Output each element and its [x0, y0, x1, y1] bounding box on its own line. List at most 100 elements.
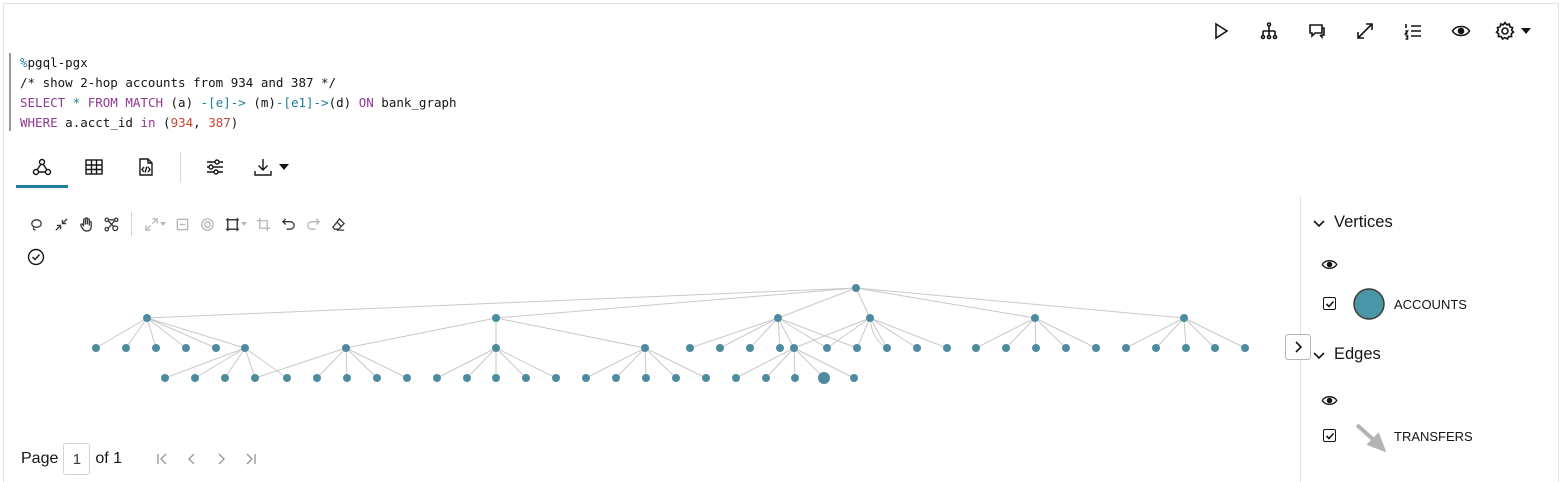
- graph-vertex[interactable]: [122, 344, 130, 352]
- graph-vertex[interactable]: [492, 314, 500, 322]
- graph-edge[interactable]: [735, 347, 795, 379]
- graph-vertex[interactable]: [283, 374, 291, 382]
- graph-vertex[interactable]: [251, 374, 259, 382]
- graph-vertex[interactable]: [791, 374, 799, 382]
- focus-tool[interactable]: [195, 214, 220, 234]
- graph-edge[interactable]: [244, 347, 288, 379]
- first-page-button[interactable]: [148, 449, 177, 469]
- graph-vertex[interactable]: [642, 374, 650, 382]
- graph-edge[interactable]: [1034, 317, 1097, 349]
- edges-section-toggle[interactable]: Edges: [1312, 345, 1381, 364]
- graph-edge[interactable]: [224, 347, 246, 379]
- graph-vertex[interactable]: [672, 374, 680, 382]
- expand-tool[interactable]: [139, 214, 164, 234]
- graph-vertex[interactable]: [1062, 344, 1070, 352]
- graph-edge[interactable]: [146, 317, 157, 349]
- accounts-checkbox[interactable]: [1323, 297, 1336, 310]
- graph-vertex[interactable]: [1032, 344, 1040, 352]
- graph-edge[interactable]: [793, 347, 825, 379]
- graph-vertex[interactable]: [433, 374, 441, 382]
- graph-edge[interactable]: [164, 347, 246, 379]
- graph-edge[interactable]: [975, 317, 1036, 349]
- graph-vertex[interactable]: [853, 344, 861, 352]
- page-number-input[interactable]: [63, 443, 91, 475]
- graph-edge[interactable]: [495, 287, 857, 319]
- graph-edge[interactable]: [856, 317, 871, 349]
- graph-edge[interactable]: [826, 317, 871, 349]
- graph-edge[interactable]: [855, 287, 1036, 319]
- graph-vertex[interactable]: [373, 374, 381, 382]
- graph-vertex[interactable]: [92, 344, 100, 352]
- graph-vertex[interactable]: [212, 344, 220, 352]
- prev-page-button[interactable]: [177, 449, 206, 469]
- graph-edge[interactable]: [1005, 317, 1036, 349]
- graph-edge[interactable]: [254, 347, 347, 379]
- collapse-tool[interactable]: [170, 214, 195, 234]
- graph-svg[interactable]: [0, 270, 1300, 400]
- code-editor[interactable]: %pgql-pgx /* show 2-hop accounts from 93…: [9, 53, 457, 131]
- graph-edge[interactable]: [869, 317, 948, 349]
- graph-edge[interactable]: [644, 347, 677, 379]
- graph-edge[interactable]: [1034, 317, 1067, 349]
- graph-vertex[interactable]: [732, 374, 740, 382]
- graph-vertex[interactable]: [492, 344, 500, 352]
- graph-edge[interactable]: [689, 317, 779, 349]
- graph-edge[interactable]: [146, 287, 857, 319]
- graph-edge[interactable]: [244, 347, 256, 379]
- graph-vertex[interactable]: [522, 374, 530, 382]
- graph-vertex[interactable]: [1180, 314, 1188, 322]
- frame-tool[interactable]: [220, 214, 245, 234]
- graph-edge[interactable]: [146, 317, 187, 349]
- graph-vertex[interactable]: [641, 344, 649, 352]
- graph-vertex[interactable]: [143, 314, 151, 322]
- graph-edge[interactable]: [146, 317, 246, 349]
- graph-edge[interactable]: [777, 317, 828, 349]
- graph-vertex[interactable]: [552, 374, 560, 382]
- graph-edge[interactable]: [793, 347, 855, 379]
- graph-vertex[interactable]: [1152, 344, 1160, 352]
- graph-vertex[interactable]: [1211, 344, 1219, 352]
- graph-edge[interactable]: [719, 317, 779, 349]
- graph-edge[interactable]: [1183, 317, 1246, 349]
- graph-vertex[interactable]: [463, 374, 471, 382]
- graph-vertex[interactable]: [943, 344, 951, 352]
- graph-vertex[interactable]: [1002, 344, 1010, 352]
- graph-edge[interactable]: [466, 347, 497, 379]
- graph-edge[interactable]: [1125, 317, 1185, 349]
- graph-vertex[interactable]: [1241, 344, 1249, 352]
- graph-vertex[interactable]: [972, 344, 980, 352]
- eraser-tool[interactable]: [326, 214, 351, 234]
- graph-vertex[interactable]: [1182, 344, 1190, 352]
- numbered-list-button[interactable]: [1389, 18, 1437, 44]
- graph-vertex[interactable]: [776, 344, 784, 352]
- graph-edge[interactable]: [345, 317, 497, 349]
- graph-vertex[interactable]: [850, 374, 858, 382]
- graph-vertex[interactable]: [612, 374, 620, 382]
- graph-vertex[interactable]: [746, 344, 754, 352]
- tab-code[interactable]: [120, 146, 172, 188]
- vertices-section-toggle[interactable]: Vertices: [1312, 213, 1393, 232]
- graph-edge[interactable]: [1183, 317, 1216, 349]
- graph-edge[interactable]: [777, 317, 858, 349]
- graph-vertex[interactable]: [1092, 344, 1100, 352]
- shrink-tool[interactable]: [49, 214, 74, 234]
- pan-tool[interactable]: [74, 214, 99, 234]
- hierarchy-button[interactable]: [1245, 18, 1293, 44]
- graph-edge[interactable]: [436, 347, 497, 379]
- graph-edge[interactable]: [316, 347, 347, 379]
- graph-vertex[interactable]: [221, 374, 229, 382]
- view-button[interactable]: [1437, 18, 1485, 44]
- graph-edge[interactable]: [855, 287, 1185, 319]
- graph-edge[interactable]: [495, 347, 527, 379]
- lasso-tool[interactable]: [24, 214, 49, 234]
- graph-vertex[interactable]: [1122, 344, 1130, 352]
- graph-vertex[interactable]: [762, 374, 770, 382]
- graph-vertex[interactable]: [774, 314, 782, 322]
- graph-edge[interactable]: [765, 347, 795, 379]
- graph-edge[interactable]: [793, 317, 871, 349]
- settings-button[interactable]: [1485, 18, 1541, 44]
- download-button[interactable]: [241, 146, 301, 188]
- graph-edge[interactable]: [194, 347, 246, 379]
- graph-vertex[interactable]: [152, 344, 160, 352]
- graph-vertex[interactable]: [883, 344, 891, 352]
